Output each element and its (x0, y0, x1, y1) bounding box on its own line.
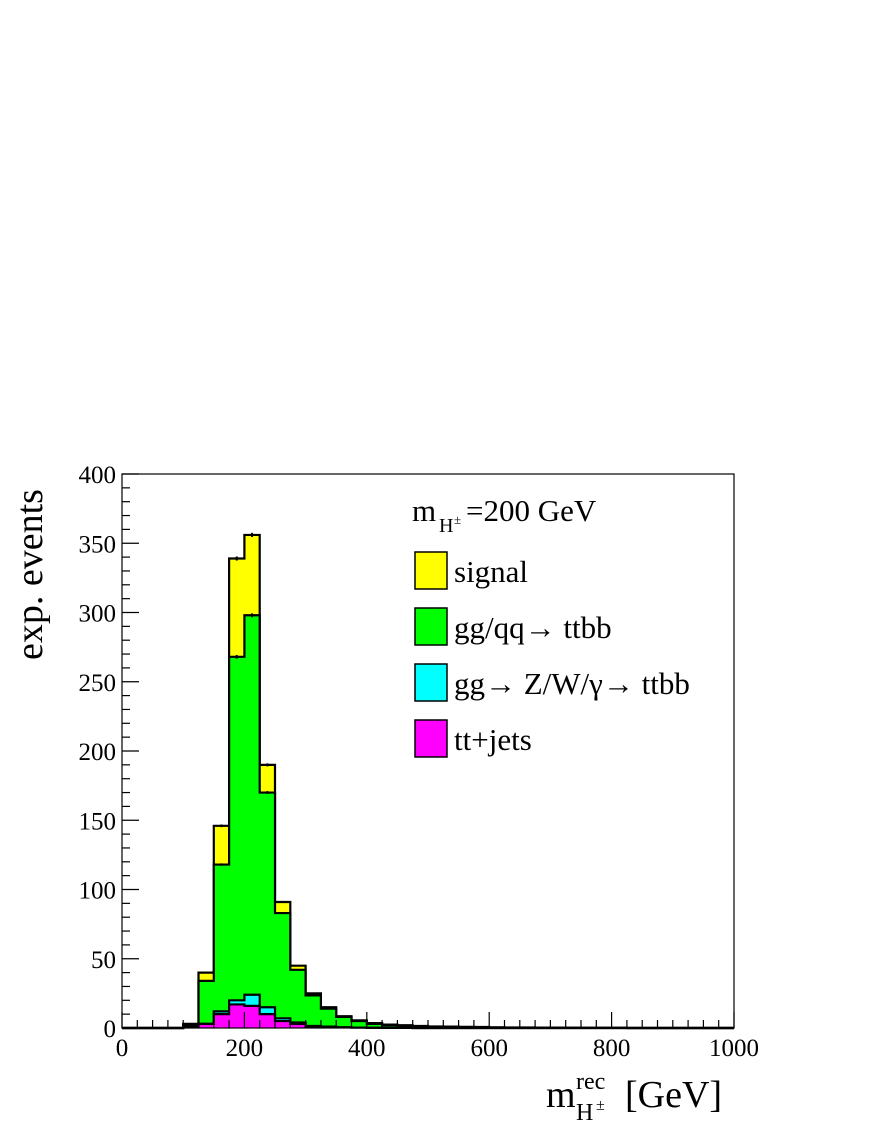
legend-label-gg-qq-ttbb: gg/qq→ ttbb (454, 610, 612, 645)
x-axis-title-subscript: H (576, 1100, 593, 1126)
x-tick-label: 600 (470, 1035, 508, 1062)
legend-swatch-gg-z-w-ttbb (414, 663, 448, 702)
y-tick-label: 400 (79, 462, 117, 489)
x-axis-title-main: m (546, 1074, 576, 1116)
y-tick-label: 0 (104, 1016, 117, 1043)
annotation-subscript-sup: ± (454, 512, 461, 527)
legend-label-tt-jets: tt+jets (454, 722, 532, 757)
legend-swatch-signal (414, 551, 448, 590)
legend-swatch-gg-qq-ttbb (414, 607, 448, 646)
y-tick-label: 350 (79, 531, 117, 558)
mass-annotation: m H ± =200 GeV (412, 493, 597, 537)
annotation-subscript: H (439, 515, 453, 537)
legend: signal gg/qq→ ttbb gg→ Z/W/γ→ ttbb tt+jets (414, 551, 690, 758)
x-axis-title: m rec H ± [GeV] (546, 1069, 722, 1126)
x-axis-title-superscript: rec (576, 1069, 605, 1095)
y-tick-label: 300 (79, 601, 117, 628)
x-axis-title-subscript-sup: ± (596, 1097, 605, 1114)
legend-label-gg-z-w-ttbb: gg→ Z/W/γ→ ttbb (454, 666, 690, 701)
x-tick-label: 0 (116, 1035, 129, 1062)
y-tick-label: 100 (79, 878, 117, 905)
y-tick-label: 50 (91, 947, 116, 974)
x-axis-title-unit: [GeV] (625, 1074, 722, 1116)
axis-ticks (121, 473, 735, 1029)
y-tick-label: 250 (79, 670, 117, 697)
annotation-prefix: m (412, 493, 436, 528)
tick-labels: 0 200 400 600 800 1000 0 50 100 150 200 250 300 350 40… (79, 462, 760, 1062)
x-tick-label: 1000 (709, 1035, 759, 1062)
legend-label-signal: signal (454, 554, 528, 589)
y-tick-label: 150 (79, 808, 117, 835)
x-tick-label: 400 (348, 1035, 386, 1062)
x-tick-label: 800 (593, 1035, 631, 1062)
legend-swatch-tt-jets (414, 719, 448, 758)
y-axis-title: exp. events (9, 489, 51, 660)
annotation-suffix: =200 GeV (466, 493, 597, 528)
error-bars (205, 532, 299, 982)
x-tick-label: 200 (226, 1035, 264, 1062)
y-tick-label: 200 (79, 739, 117, 766)
hist-fill-gg-qq-ttbb (122, 615, 734, 1028)
